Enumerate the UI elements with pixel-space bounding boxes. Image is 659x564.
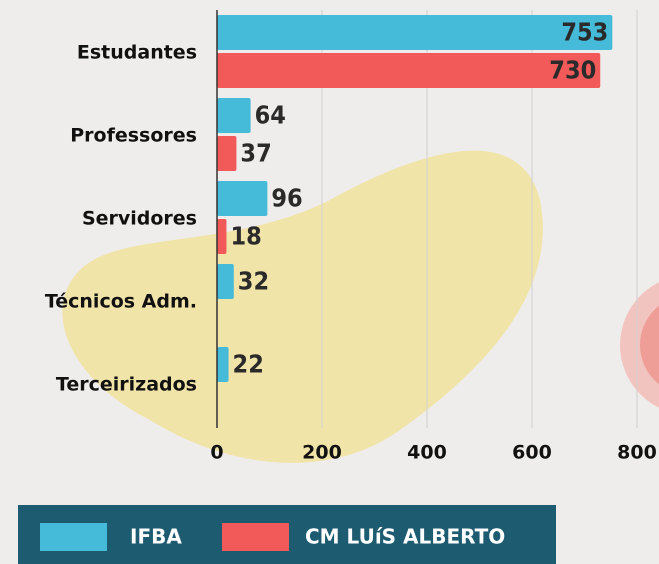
bar <box>217 181 267 216</box>
bar <box>217 15 612 50</box>
value-label: 18 <box>230 222 261 251</box>
bar <box>217 219 226 254</box>
y-tick-label: Servidores <box>82 208 197 230</box>
x-tick-label: 600 <box>512 442 552 464</box>
legend-swatch <box>40 523 107 551</box>
x-tick-label: 400 <box>407 442 447 464</box>
y-tick-label: Técnicos Adm. <box>45 291 197 313</box>
bar <box>217 53 600 88</box>
bar <box>217 98 251 133</box>
legend-label: CM LUíS ALBERTO <box>305 525 505 549</box>
x-tick-label: 800 <box>617 442 657 464</box>
value-label: 96 <box>271 184 302 213</box>
y-tick-label: Terceirizados <box>56 374 197 396</box>
bar <box>217 264 234 299</box>
x-tick-label: 200 <box>302 442 342 464</box>
value-label: 22 <box>233 350 264 379</box>
value-label: 32 <box>238 267 269 296</box>
y-tick-label: Estudantes <box>77 42 197 64</box>
bar <box>217 347 229 382</box>
value-label: 37 <box>240 139 271 168</box>
value-label: 753 <box>561 18 608 47</box>
value-label: 64 <box>255 101 286 130</box>
legend-label: IFBA <box>130 525 182 549</box>
value-label: 730 <box>549 56 596 85</box>
legend-swatch <box>222 523 289 551</box>
chart: 0 200 400 600 800 Estudantes 753 730 Professores… <box>0 0 659 564</box>
bar <box>217 136 236 171</box>
y-tick-label: Professores <box>70 125 197 147</box>
x-tick-label: 0 <box>210 442 223 464</box>
